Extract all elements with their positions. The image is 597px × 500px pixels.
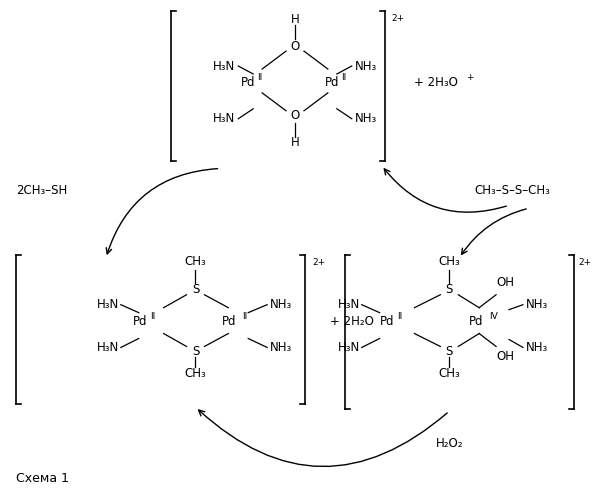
Text: 2+: 2+: [578, 258, 592, 267]
Text: H₃N: H₃N: [213, 60, 235, 72]
Text: Схема 1: Схема 1: [16, 472, 69, 485]
Text: NH₃: NH₃: [270, 298, 293, 311]
Text: Pd: Pd: [325, 76, 339, 90]
Text: CH₃: CH₃: [438, 256, 460, 268]
Text: Pd: Pd: [241, 76, 255, 90]
Text: II: II: [242, 312, 247, 321]
Text: NH₃: NH₃: [355, 112, 377, 125]
Text: NH₃: NH₃: [526, 341, 548, 354]
Text: H₃N: H₃N: [97, 298, 119, 311]
Text: CH₃: CH₃: [438, 367, 460, 380]
Text: II: II: [397, 312, 402, 321]
Text: 2+: 2+: [312, 258, 325, 267]
Text: + 2H₂O: + 2H₂O: [330, 315, 374, 328]
Text: S: S: [192, 345, 199, 358]
Text: NH₃: NH₃: [526, 298, 548, 311]
Text: O: O: [290, 40, 300, 52]
Text: H₃N: H₃N: [337, 298, 360, 311]
Text: CH₃–S–S–CH₃: CH₃–S–S–CH₃: [474, 184, 550, 197]
Text: S: S: [192, 284, 199, 296]
Text: II: II: [150, 312, 155, 321]
Text: IV: IV: [489, 312, 497, 321]
Text: S: S: [445, 284, 453, 296]
Text: S: S: [445, 345, 453, 358]
Text: OH: OH: [496, 350, 514, 363]
Text: + 2H₃O: + 2H₃O: [414, 76, 458, 90]
Text: 2+: 2+: [392, 14, 405, 24]
Text: H₃N: H₃N: [97, 341, 119, 354]
Text: O: O: [290, 110, 300, 122]
Text: H₂O₂: H₂O₂: [436, 438, 463, 450]
Text: Pd: Pd: [380, 315, 395, 328]
Text: II: II: [341, 74, 346, 82]
Text: H₃N: H₃N: [337, 341, 360, 354]
Text: 2CH₃–SH: 2CH₃–SH: [16, 184, 67, 197]
Text: +: +: [466, 74, 473, 82]
Text: H: H: [291, 13, 299, 26]
Text: H: H: [291, 136, 299, 149]
Text: NH₃: NH₃: [270, 341, 293, 354]
Text: CH₃: CH₃: [184, 256, 207, 268]
Text: OH: OH: [496, 276, 514, 289]
Text: Pd: Pd: [133, 315, 147, 328]
Text: Pd: Pd: [222, 315, 237, 328]
Text: II: II: [257, 74, 263, 82]
Text: Pd: Pd: [469, 315, 484, 328]
Text: H₃N: H₃N: [213, 112, 235, 125]
Text: CH₃: CH₃: [184, 367, 207, 380]
Text: NH₃: NH₃: [355, 60, 377, 72]
